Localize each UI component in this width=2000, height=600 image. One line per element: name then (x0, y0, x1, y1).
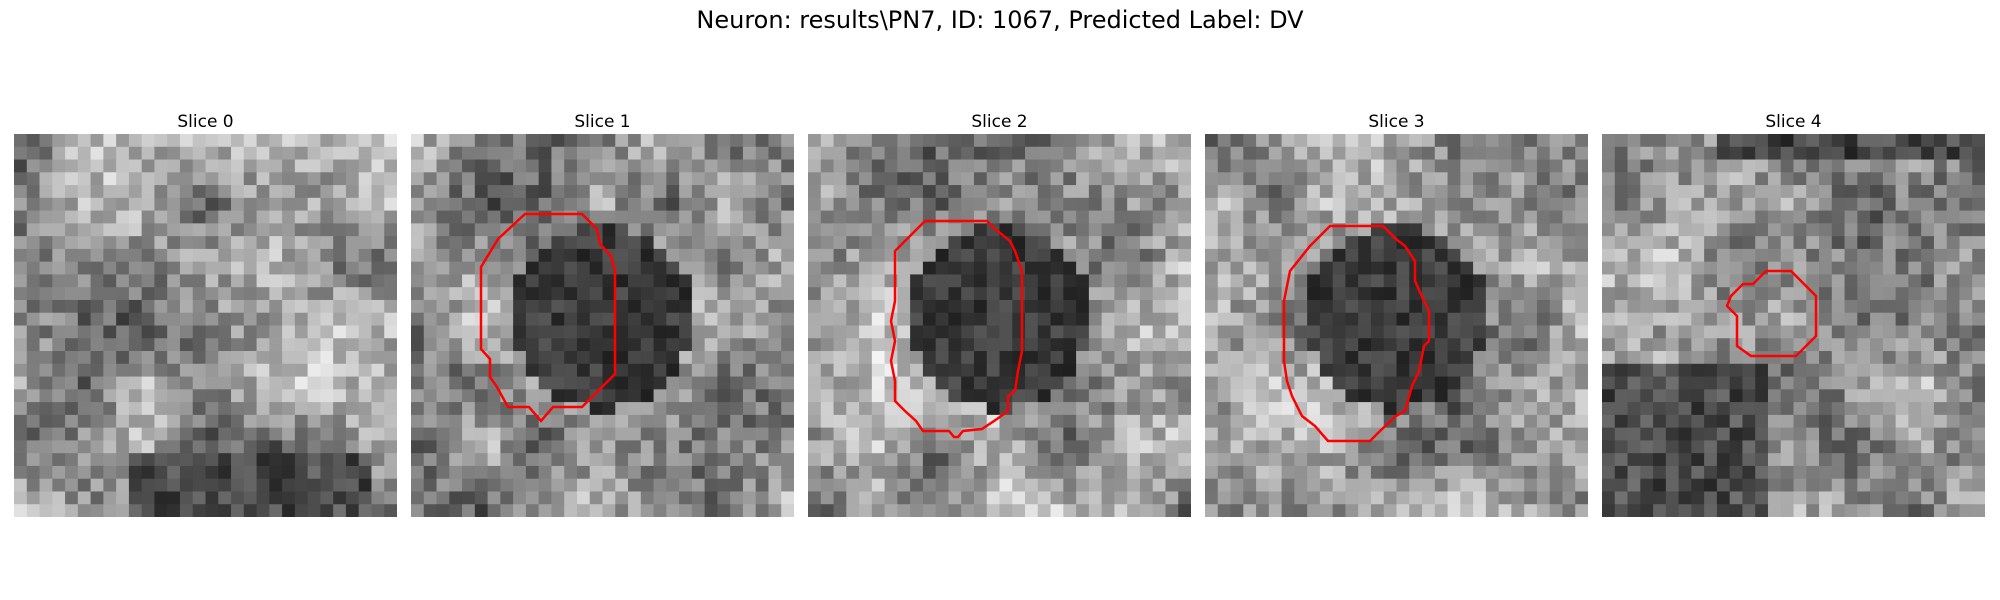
slice-title: Slice 4 (1765, 112, 1822, 132)
slice-image-2 (808, 134, 1191, 517)
pixel-grid (808, 134, 1191, 517)
slice-title: Slice 1 (574, 112, 631, 132)
neuron-contour (479, 212, 617, 423)
slice-panel-4: Slice 4 (1602, 110, 1985, 517)
slice-panel-2: Slice 2 (808, 110, 1191, 517)
slice-title: Slice 2 (971, 112, 1028, 132)
pixel-grid (411, 134, 794, 517)
slice-panel-1: Slice 1 (411, 110, 794, 517)
slice-panel-3: Slice 3 (1205, 110, 1588, 517)
slice-image-3 (1205, 134, 1588, 517)
pixel-grid (1602, 134, 1985, 517)
pixel-grid (1205, 134, 1588, 517)
neuron-contour (1725, 269, 1818, 358)
figure-title: Neuron: results\PN7, ID: 1067, Predicted… (696, 6, 1304, 34)
slice-title: Slice 0 (177, 112, 234, 132)
slice-image-4 (1602, 134, 1985, 517)
neuron-contour (1282, 224, 1431, 443)
slice-title: Slice 3 (1368, 112, 1425, 132)
pixel-grid (14, 134, 397, 517)
slice-panel-0: Slice 0 (14, 110, 397, 517)
neuron-contour (889, 219, 1024, 439)
slice-image-1 (411, 134, 794, 517)
slice-image-0 (14, 134, 397, 517)
